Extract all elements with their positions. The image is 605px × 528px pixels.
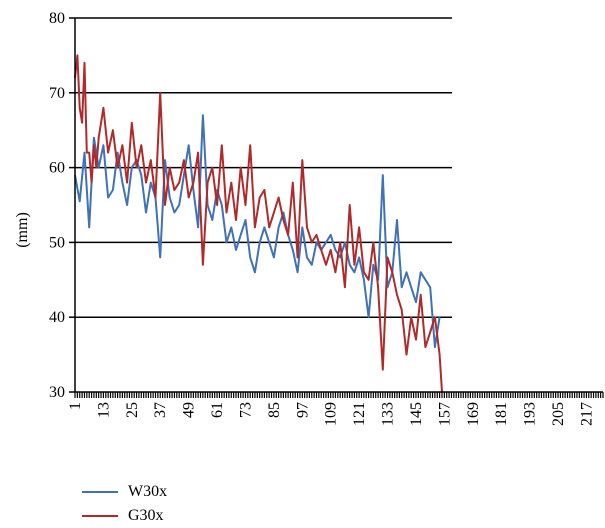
legend-swatch-g30x: [82, 515, 118, 517]
legend-item-w30x: W30x: [82, 480, 167, 504]
x-tick-label: 1: [67, 402, 84, 410]
x-tick-label: 217: [578, 402, 595, 426]
legend: W30x G30x: [82, 480, 167, 528]
y-tick-label: 40: [49, 309, 65, 326]
x-tick-label: 13: [95, 402, 112, 418]
y-tick-labels: 30 40 50 60 70 80: [49, 10, 65, 401]
axes: [69, 17, 604, 398]
x-tick-label: 169: [465, 402, 482, 426]
y-tick-label: 30: [49, 384, 65, 401]
x-tick-label: 73: [237, 402, 254, 418]
x-tick-label: 193: [522, 402, 539, 426]
series-layer: [74, 54, 443, 393]
x-tick-label: 145: [408, 402, 425, 426]
x-tick-labels: 1 13 25 37 49 61 73 85 97 109 121 133 145 157 169 181 19…: [67, 402, 595, 426]
x-tick-label: 157: [436, 402, 453, 426]
y-tick-label: 70: [49, 85, 65, 102]
x-tick-label: 181: [493, 402, 510, 426]
x-tick-label: 85: [266, 402, 283, 418]
gridlines: [75, 17, 452, 318]
x-tick-label: 97: [294, 402, 311, 418]
x-tick-label: 25: [124, 402, 141, 418]
legend-item-g30x: G30x: [82, 504, 167, 528]
x-tick-label: 61: [209, 402, 226, 418]
x-tick-label: 205: [550, 402, 567, 426]
y-axis-title: (mm): [14, 212, 31, 248]
x-tick-label: 109: [323, 402, 340, 426]
series-line-g30x: [74, 54, 443, 393]
y-tick-label: 60: [49, 160, 65, 177]
legend-swatch-w30x: [82, 491, 118, 493]
x-tick-label: 49: [181, 402, 198, 418]
legend-label-g30x: G30x: [128, 507, 164, 524]
y-tick-label: 50: [49, 234, 65, 251]
x-tick-label: 37: [152, 402, 169, 418]
x-tick-label: 121: [351, 402, 368, 426]
legend-label-w30x: W30x: [128, 483, 168, 500]
x-tick-label: 133: [380, 402, 397, 426]
y-tick-label: 80: [49, 10, 65, 27]
